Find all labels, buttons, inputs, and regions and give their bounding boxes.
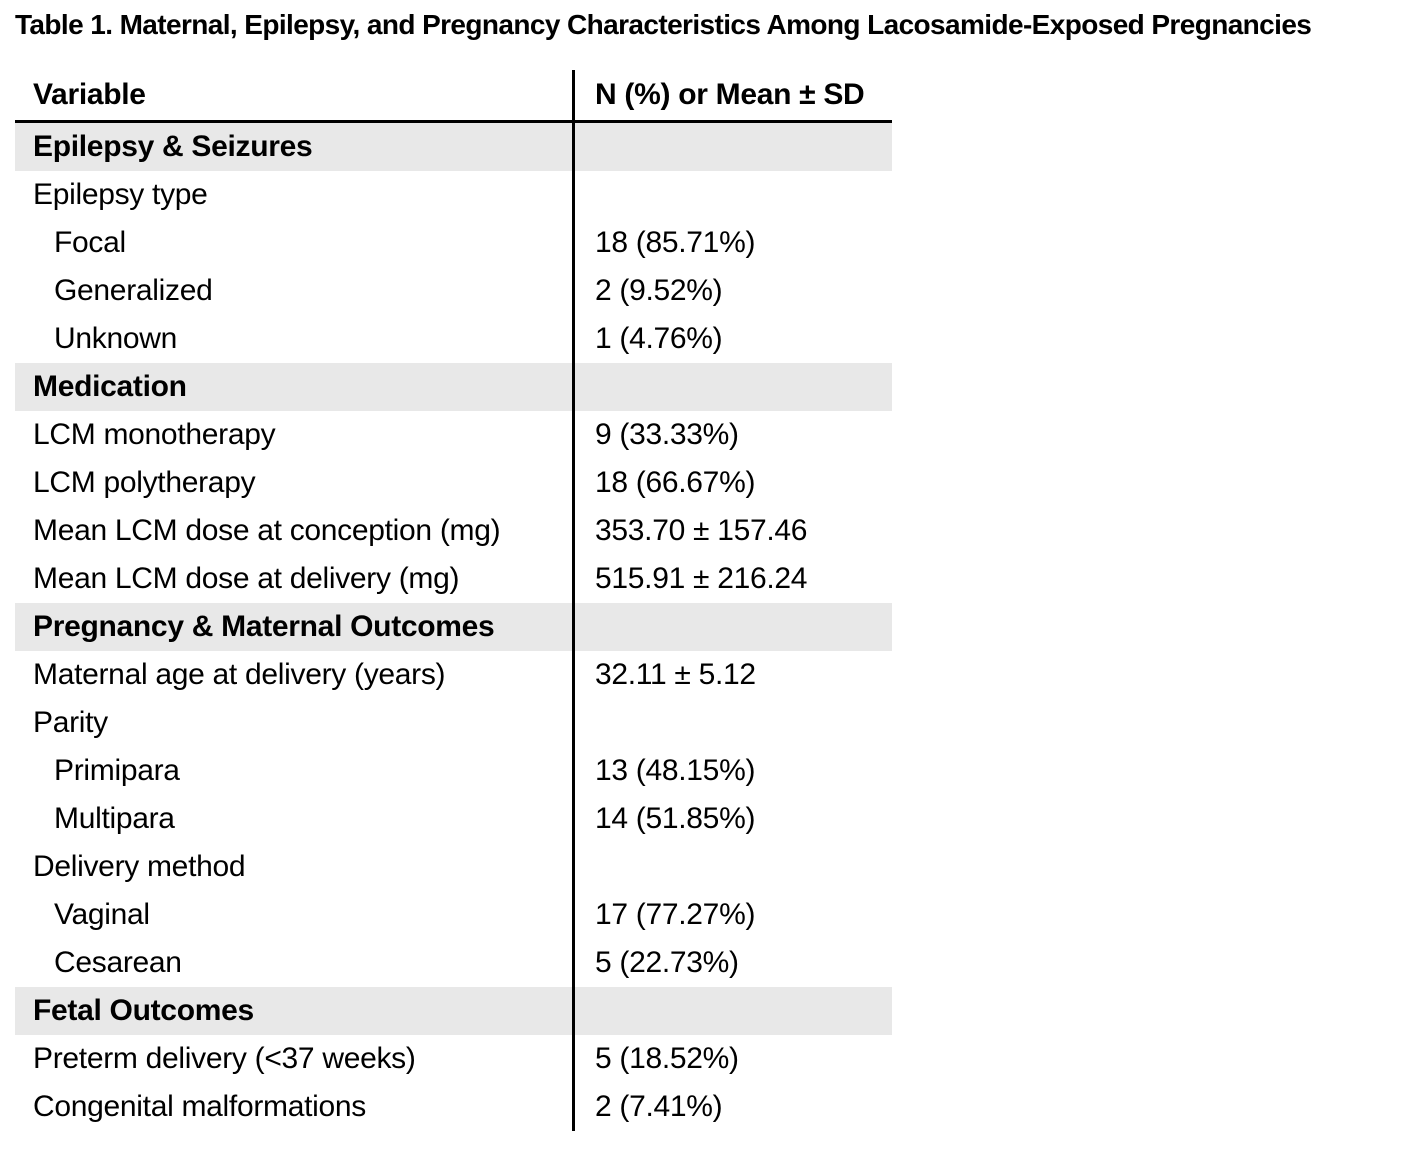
row-label: Mean LCM dose at conception (mg) [33, 514, 501, 547]
row-label: Congenital malformations [33, 1090, 366, 1123]
row-value: 18 (85.71%) [572, 219, 892, 267]
row-value: 17 (77.27%) [572, 891, 892, 939]
row-value: 14 (51.85%) [572, 795, 892, 843]
row-value [572, 363, 892, 411]
row-value: 9 (33.33%) [572, 411, 892, 459]
section-row: Fetal Outcomes [15, 987, 892, 1035]
row-label: Fetal Outcomes [33, 994, 254, 1027]
row-label: Unknown [54, 322, 177, 355]
row-label: Generalized [54, 274, 213, 307]
row-label: Vaginal [54, 898, 150, 931]
row-value [572, 123, 892, 171]
column-header-variable: Variable [33, 78, 146, 111]
row-label: LCM polytherapy [33, 466, 256, 499]
row-label: Multipara [54, 802, 175, 835]
table-row: Mean LCM dose at conception (mg) 353.70 ±… [15, 507, 892, 555]
table-row: Unknown 1 (4.76%) [15, 315, 892, 363]
section-row: Pregnancy & Maternal Outcomes [15, 603, 892, 651]
row-value [572, 843, 892, 891]
table-row: Multipara 14 (51.85%) [15, 795, 892, 843]
row-label: Preterm delivery (<37 weeks) [33, 1042, 416, 1075]
row-value: 515.91 ± 216.24 [572, 555, 892, 603]
table-row: Delivery method [15, 843, 892, 891]
table-row: Epilepsy type [15, 171, 892, 219]
column-header-value: N (%) or Mean ± SD [572, 70, 892, 120]
row-label: Pregnancy & Maternal Outcomes [33, 610, 495, 643]
row-value: 32.11 ± 5.12 [572, 651, 892, 699]
row-value: 1 (4.76%) [572, 315, 892, 363]
table-title: Table 1. Maternal, Epilepsy, and Pregnan… [15, 9, 1312, 40]
row-label: Focal [54, 226, 126, 259]
section-row: Medication [15, 363, 892, 411]
row-label: Epilepsy type [33, 178, 208, 211]
row-value [572, 603, 892, 651]
row-value: 5 (22.73%) [572, 939, 892, 987]
row-label: Maternal age at delivery (years) [33, 658, 446, 691]
table-row: Cesarean 5 (22.73%) [15, 939, 892, 987]
row-label: LCM monotherapy [33, 418, 276, 451]
row-label: Delivery method [33, 850, 246, 883]
section-row: Epilepsy & Seizures [15, 123, 892, 171]
table-row: Vaginal 17 (77.27%) [15, 891, 892, 939]
row-value: 18 (66.67%) [572, 459, 892, 507]
row-label: Primipara [54, 754, 180, 787]
table-row: Primipara 13 (48.15%) [15, 747, 892, 795]
table-body: Epilepsy & Seizures Epilepsy type Focal 18 … [15, 123, 892, 1131]
table-row: Generalized 2 (9.52%) [15, 267, 892, 315]
row-value: 353.70 ± 157.46 [572, 507, 892, 555]
table-row: Parity [15, 699, 892, 747]
row-value: 13 (48.15%) [572, 747, 892, 795]
table-row: Preterm delivery (<37 weeks) 5 (18.52%) [15, 1035, 892, 1083]
row-value: 5 (18.52%) [572, 1035, 892, 1083]
table-row: Focal 18 (85.71%) [15, 219, 892, 267]
row-value [572, 987, 892, 1035]
row-value [572, 171, 892, 219]
row-label: Cesarean [54, 946, 182, 979]
row-label: Mean LCM dose at delivery (mg) [33, 562, 460, 595]
row-label: Parity [33, 706, 108, 739]
table-row: Mean LCM dose at delivery (mg) 515.91 ± 2… [15, 555, 892, 603]
table-header-row: Variable N (%) or Mean ± SD [15, 70, 892, 123]
characteristics-table: Variable N (%) or Mean ± SD Epilepsy & S… [15, 70, 892, 1131]
table-row: LCM polytherapy 18 (66.67%) [15, 459, 892, 507]
table-row: Congenital malformations 2 (7.41%) [15, 1083, 892, 1131]
table-row: Maternal age at delivery (years) 32.11 ± … [15, 651, 892, 699]
row-label: Epilepsy & Seizures [33, 130, 313, 163]
row-value [572, 699, 892, 747]
table-row: LCM monotherapy 9 (33.33%) [15, 411, 892, 459]
row-value: 2 (9.52%) [572, 267, 892, 315]
row-value: 2 (7.41%) [572, 1083, 892, 1131]
row-label: Medication [33, 370, 187, 403]
